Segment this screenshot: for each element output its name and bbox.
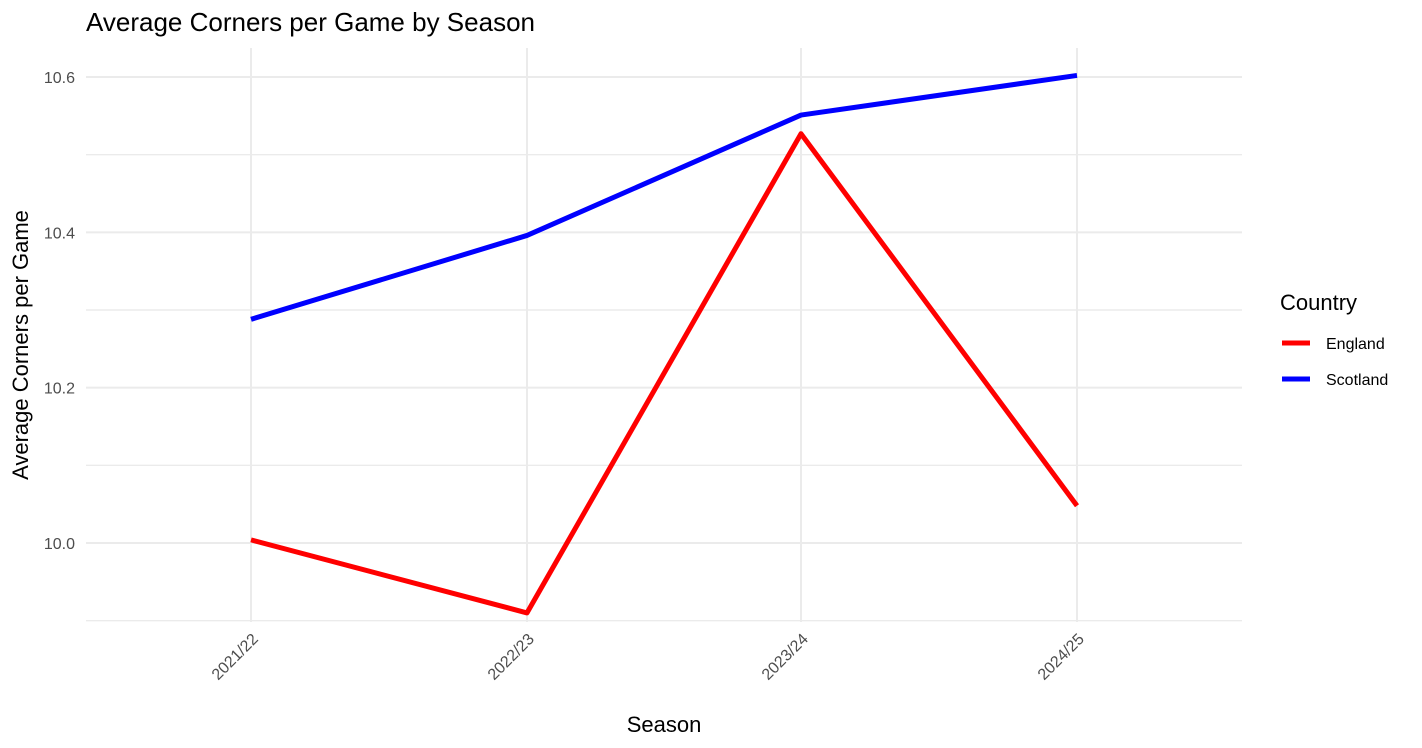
chart-title: Average Corners per Game by Season xyxy=(86,7,535,37)
x-tick-label: 2023/24 xyxy=(759,631,812,684)
legend: Country England Scotland xyxy=(1280,290,1388,389)
y-tick-label: 10.6 xyxy=(44,70,75,87)
y-tick-label: 10.4 xyxy=(44,225,75,242)
series-line-scotland xyxy=(250,72,1078,322)
y-axis-title: Average Corners per Game xyxy=(8,210,33,480)
y-axis-tick-labels: 10.0 10.2 10.4 10.6 xyxy=(44,70,75,553)
x-axis-tick-labels: 2021/22 2022/23 2023/24 2024/25 xyxy=(209,631,1088,684)
series-layer xyxy=(250,72,1080,616)
y-tick-label: 10.0 xyxy=(44,536,75,553)
legend-label: Scotland xyxy=(1326,372,1388,389)
legend-item-scotland: Scotland xyxy=(1282,372,1388,389)
legend-label: England xyxy=(1326,336,1385,353)
legend-item-england: England xyxy=(1282,336,1385,353)
series-line-england xyxy=(250,131,1080,616)
x-tick-label: 2024/25 xyxy=(1035,631,1088,684)
y-tick-label: 10.2 xyxy=(44,381,75,398)
x-tick-label: 2021/22 xyxy=(209,631,262,684)
x-tick-label: 2022/23 xyxy=(485,631,538,684)
x-axis-title: Season xyxy=(627,712,702,737)
grid-layer xyxy=(86,48,1242,622)
legend-title: Country xyxy=(1280,290,1357,315)
legend-items: England Scotland xyxy=(1282,336,1388,389)
